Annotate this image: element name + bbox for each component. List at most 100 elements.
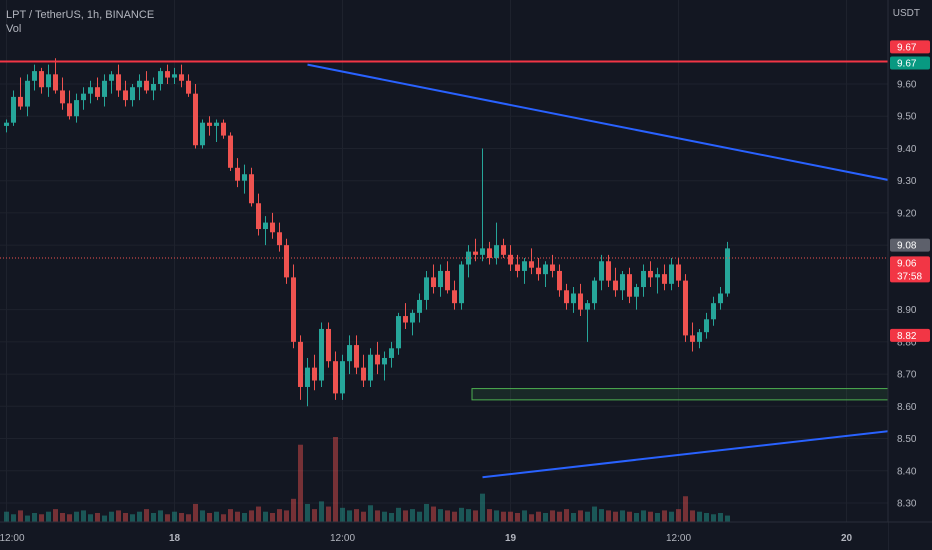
- candle-body: [354, 345, 359, 368]
- candle-body: [340, 361, 345, 394]
- volume-bar: [431, 506, 436, 522]
- last-price-tag-bg: [890, 256, 930, 283]
- volume-bar: [662, 510, 667, 522]
- volume-bar: [473, 510, 478, 522]
- candle-body: [389, 348, 394, 358]
- volume-bar: [501, 511, 506, 522]
- volume-bar: [312, 509, 317, 522]
- volume-bar: [676, 509, 681, 522]
- candle-body: [592, 280, 597, 304]
- price-tick-label: 9.60: [897, 80, 917, 91]
- candle-body: [130, 87, 135, 101]
- candle-body: [11, 96, 16, 123]
- candle-body: [431, 277, 436, 288]
- volume-bar: [116, 510, 121, 522]
- volume-bar: [480, 493, 485, 522]
- candle-body: [319, 328, 324, 381]
- candle-body: [60, 90, 65, 104]
- volume-bar: [641, 510, 646, 522]
- volume-bar: [683, 496, 688, 522]
- volume-bar: [459, 507, 464, 522]
- candle-body: [711, 303, 716, 320]
- price-tick-label: 8.80: [897, 337, 917, 348]
- candle-body: [305, 367, 310, 387]
- candle-body: [676, 264, 681, 281]
- volume-bar: [95, 512, 100, 522]
- volume-bar: [585, 511, 590, 522]
- volume-bar: [102, 515, 107, 522]
- volume-bar: [613, 511, 618, 522]
- candle-body: [312, 367, 317, 381]
- candle-body: [298, 341, 303, 387]
- volume-bar: [172, 511, 177, 522]
- volume-bar: [592, 506, 597, 522]
- candle-body: [403, 316, 408, 323]
- volume-bar: [186, 514, 191, 522]
- price-tick-label: 8.40: [897, 466, 917, 477]
- candle-body: [137, 80, 142, 88]
- volume-bar: [284, 510, 289, 522]
- candle-body: [158, 71, 163, 84]
- volume-bar: [515, 512, 520, 522]
- candle-body: [228, 135, 233, 168]
- chart-legend: LPT / TetherUS, 1h, BINANCE Vol: [6, 8, 154, 36]
- volume-bar: [109, 511, 114, 522]
- support-zone[interactable]: [471, 388, 932, 401]
- candle-body: [214, 122, 219, 126]
- entry-tag-bg: [890, 238, 930, 252]
- volume-bar: [340, 507, 345, 522]
- volume-bar: [151, 512, 156, 522]
- volume-bar: [669, 511, 674, 522]
- volume-bar: [305, 503, 310, 522]
- time-axis[interactable]: 12:00 18 12:00 19 12:00 20: [0, 521, 932, 550]
- volume-bar: [424, 503, 429, 522]
- candle-body: [53, 74, 58, 91]
- volume-bar: [228, 509, 233, 522]
- price-tick-label: 9.50: [897, 112, 917, 123]
- volume-bar: [4, 511, 9, 522]
- candle-body: [704, 319, 709, 333]
- candle-body: [480, 248, 485, 255]
- candle-body: [718, 293, 723, 304]
- candle-body: [249, 174, 254, 204]
- candle-body: [571, 293, 576, 304]
- candle-body: [424, 277, 429, 300]
- candle-body: [270, 222, 275, 233]
- candle-body: [186, 80, 191, 94]
- volume-bar: [655, 512, 660, 522]
- candle-body: [165, 71, 170, 78]
- candle-body: [333, 361, 338, 394]
- candle-body: [18, 96, 23, 107]
- volume-bar: [165, 514, 170, 522]
- stop-tag-bg: [890, 328, 930, 342]
- candle-body: [452, 290, 457, 304]
- candle-body: [438, 270, 443, 288]
- volume-bar: [291, 498, 296, 522]
- time-tick-label: 18: [169, 533, 181, 544]
- candle-body: [522, 261, 527, 271]
- entry-tag: 9.08: [897, 241, 917, 252]
- volume-bar: [179, 512, 184, 522]
- price-tick-label: 9.30: [897, 176, 917, 187]
- time-tick-label: 19: [505, 533, 517, 544]
- time-tick-label: 12:00: [666, 533, 691, 544]
- volume-bar: [543, 512, 548, 522]
- candle-body: [39, 71, 44, 88]
- volume-bar: [529, 514, 534, 522]
- candle-body: [46, 74, 51, 88]
- time-axis-bg: [0, 522, 888, 550]
- volume-bar: [704, 512, 709, 522]
- volume-bar: [158, 510, 163, 522]
- candle-body: [25, 80, 30, 107]
- candle-body: [529, 261, 534, 268]
- symbol-title[interactable]: LPT / TetherUS, 1h, BINANCE: [6, 9, 155, 21]
- volume-indicator-label[interactable]: Vol: [6, 23, 22, 35]
- volume-bar: [32, 512, 37, 522]
- volume-bar: [648, 511, 653, 522]
- volume-bars: [4, 437, 730, 522]
- volume-bar: [11, 514, 16, 522]
- volume-bar: [403, 510, 408, 522]
- drawn-lines[interactable]: [0, 60, 932, 479]
- volume-bar: [242, 512, 247, 522]
